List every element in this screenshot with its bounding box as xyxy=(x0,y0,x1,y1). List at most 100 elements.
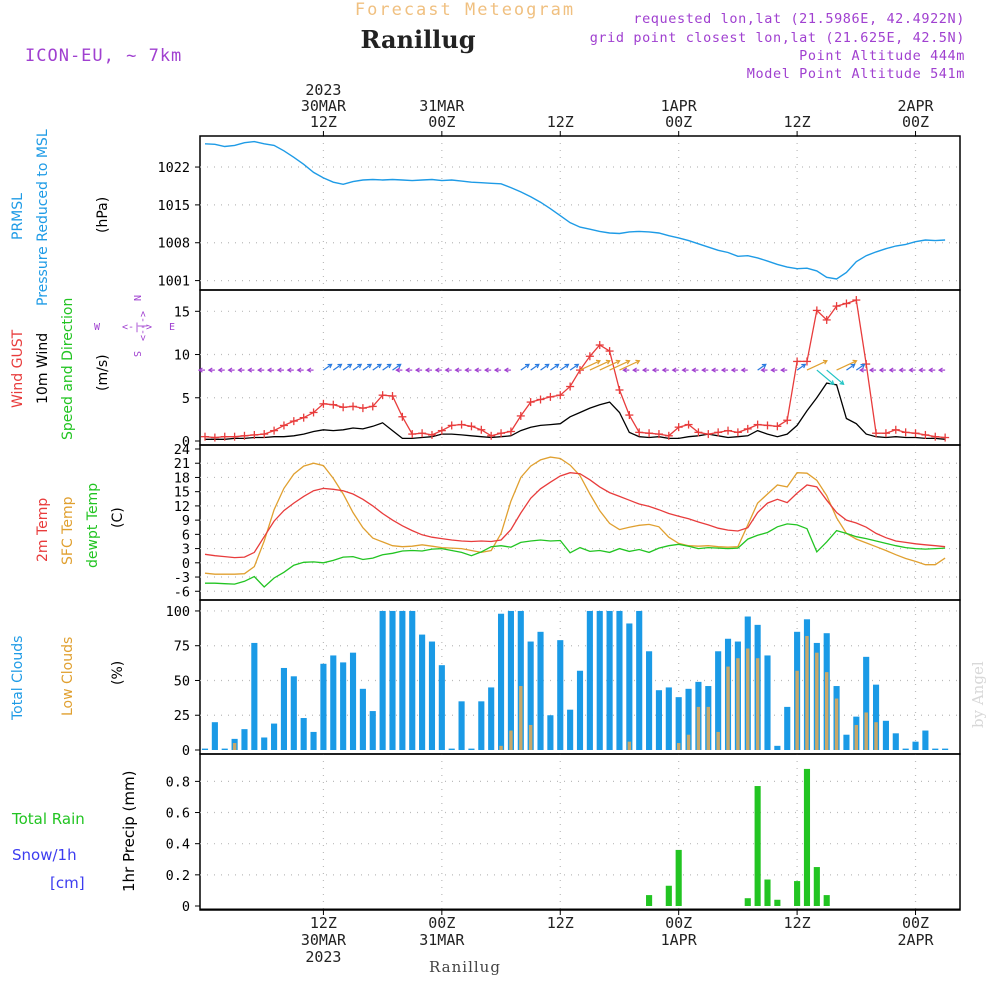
gust-marker xyxy=(349,402,358,411)
total-cloud-bar xyxy=(201,748,209,750)
low-clouds-label: Low Clouds xyxy=(60,637,76,716)
wind-direction-arrow xyxy=(619,359,641,371)
compass-ew-arrows: <-|-> xyxy=(122,322,152,333)
gust-marker xyxy=(220,432,229,441)
total-cloud-bar xyxy=(290,676,297,750)
arrow-shaft xyxy=(372,363,382,371)
wind-direction-arrow xyxy=(579,359,601,371)
bottom-time-label-line: 00Z xyxy=(428,914,455,932)
gust-marker xyxy=(408,430,417,439)
pressure-labels: PRMSL Pressure Reduced to MSL (hPa) xyxy=(10,129,111,306)
arrow-head xyxy=(257,367,262,373)
wind-direction-arrow xyxy=(484,367,492,373)
low-cloud-bar xyxy=(706,706,711,750)
rain-bar xyxy=(665,885,672,906)
total-cloud-bar xyxy=(843,734,850,750)
total-cloud-bar xyxy=(488,687,495,750)
top-time-label-line: 12Z xyxy=(784,113,811,131)
arrow-head xyxy=(266,367,272,373)
gust-marker xyxy=(309,408,318,417)
gust-marker xyxy=(872,429,881,438)
total-cloud-bar xyxy=(764,655,771,750)
gust-marker xyxy=(418,429,427,438)
top-time-label-line: 12Z xyxy=(310,113,337,131)
arrow-head xyxy=(898,367,904,373)
arrow-shaft xyxy=(796,363,806,371)
bottom-time-label: 12Z xyxy=(784,910,811,932)
total-cloud-bar xyxy=(280,667,288,750)
y-tick-label: 75 xyxy=(174,639,190,655)
rain-bar xyxy=(813,867,820,906)
arrow-head xyxy=(367,363,373,369)
cloud-labels: Total Clouds Low Clouds (%) xyxy=(10,636,126,721)
arrow-head xyxy=(888,367,894,373)
temp-unit: (C) xyxy=(110,507,126,528)
arrow-head xyxy=(217,367,223,373)
y-tick-label: 0 xyxy=(182,743,190,759)
y-tick-label: 0.2 xyxy=(166,868,190,884)
wind-direction-arrow xyxy=(323,363,333,371)
gust-marker xyxy=(615,385,624,394)
arrow-head xyxy=(227,367,233,373)
wind-direction-arrow xyxy=(836,359,858,371)
total-cloud-bar xyxy=(271,723,278,750)
pressure-line xyxy=(204,140,946,280)
wind-direction-arrow xyxy=(247,367,255,373)
arrow-head xyxy=(493,367,499,373)
wind-direction-arrow xyxy=(691,367,699,373)
wind-direction-arrow xyxy=(362,363,373,371)
arrow-shaft xyxy=(589,360,611,371)
wind-direction-arrow xyxy=(197,367,205,373)
arrow-head xyxy=(414,367,420,373)
wind-direction-arrow xyxy=(918,367,926,373)
y-tick-label: 0 xyxy=(182,899,190,915)
total-cloud-bar xyxy=(586,610,593,750)
gust-marker xyxy=(753,420,762,429)
total-clouds-label: Total Clouds xyxy=(10,636,26,721)
wind-direction-arrow xyxy=(888,367,896,373)
top-time-label-line: 2023 xyxy=(305,81,341,99)
total-cloud-bar xyxy=(438,665,445,750)
arrow-head xyxy=(720,367,726,373)
arrow-shaft xyxy=(559,363,569,371)
low-cloud-bar xyxy=(509,730,513,750)
compass-w: W xyxy=(94,322,101,333)
y-tick-label: 1015 xyxy=(157,198,190,214)
wind-direction-arrow xyxy=(550,363,560,371)
arrow-head xyxy=(740,367,746,373)
gust-marker xyxy=(763,421,772,430)
arrow-head xyxy=(605,359,611,365)
arrow-shaft xyxy=(855,363,865,371)
wind-direction-arrow xyxy=(622,367,630,373)
gust-marker xyxy=(477,425,486,434)
total-cloud-bar xyxy=(389,610,396,750)
top-time-label-line: 00Z xyxy=(665,113,692,131)
arrow-head xyxy=(868,367,874,373)
total-cloud-bar xyxy=(636,610,643,750)
arrow-shaft xyxy=(806,360,828,371)
total-cloud-bar xyxy=(655,690,663,750)
arrow-head xyxy=(852,359,858,365)
wind-unit: (m/s) xyxy=(95,354,111,391)
gust-marker xyxy=(201,432,209,441)
bottom-time-label-line: 00Z xyxy=(902,914,929,932)
arrow-head xyxy=(622,367,628,373)
rain-bar xyxy=(794,881,801,906)
gust-marker xyxy=(635,428,644,437)
y-tick-label: 6 xyxy=(182,527,190,543)
temp-frame xyxy=(199,444,961,601)
compass-e: E xyxy=(169,322,175,333)
rain-bar xyxy=(774,899,781,906)
wind-direction-arrow xyxy=(530,363,540,371)
rain-bar xyxy=(803,768,811,906)
arrow-head xyxy=(434,367,440,373)
arrow-head xyxy=(641,367,647,373)
compass-ns-arrows: <-|-> xyxy=(137,311,148,341)
low-cloud-bar xyxy=(736,658,740,750)
wind-direction-arrow xyxy=(681,367,689,373)
low-cloud-bar xyxy=(805,635,809,750)
sfc-label: SFC Temp xyxy=(60,496,76,565)
